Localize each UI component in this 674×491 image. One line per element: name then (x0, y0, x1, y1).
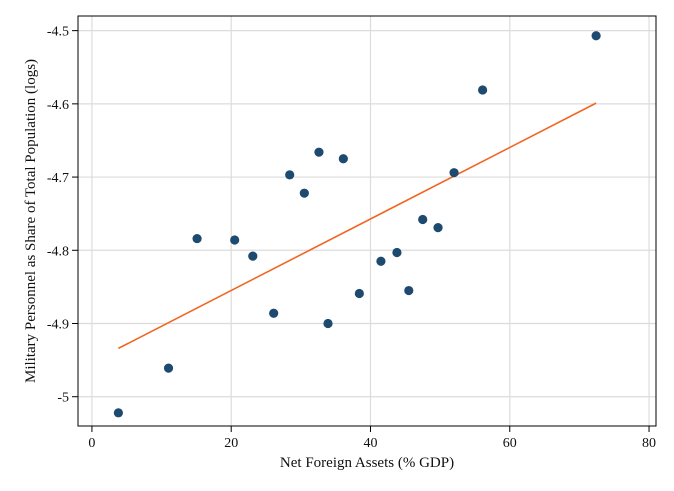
x-tick-label: 0 (88, 436, 95, 451)
data-points (113, 31, 601, 418)
data-point (323, 318, 333, 329)
y-tick-label: -4.6 (47, 98, 69, 113)
data-point (314, 147, 324, 157)
data-point (392, 247, 402, 258)
data-point (449, 168, 459, 178)
data-point (269, 308, 279, 318)
x-tick-label: 60 (503, 436, 517, 451)
y-tick-label: -4.7 (47, 171, 69, 186)
y-tick-label: -4.8 (47, 244, 69, 259)
data-point (285, 170, 295, 180)
data-point (338, 154, 348, 164)
y-axis-title: Military Personnel as Share of Total Pop… (23, 59, 39, 383)
x-tick-label: 80 (642, 436, 656, 451)
x-axis-title: Net Foreign Assets (% GDP) (280, 455, 454, 471)
x-tick-label: 20 (224, 436, 238, 451)
y-tick-label: -4.5 (47, 25, 69, 40)
data-point (433, 222, 443, 233)
data-point (192, 233, 202, 244)
y-tick-label: -5 (57, 391, 69, 406)
y-tick-label: -4.9 (47, 318, 69, 333)
data-point (113, 408, 123, 418)
gridlines (78, 16, 656, 426)
data-point (299, 188, 309, 198)
fitted-line (118, 102, 597, 350)
data-point (163, 363, 174, 373)
plot-frame (77, 15, 657, 427)
data-point (248, 251, 258, 261)
data-point (354, 288, 364, 299)
data-point (230, 235, 240, 245)
fit-line-group (118, 102, 597, 350)
x-axis-ticks: 0 20 40 60 80 (88, 426, 656, 451)
data-point (376, 256, 386, 266)
data-point (478, 85, 488, 95)
data-point (418, 214, 428, 225)
data-point (591, 31, 601, 41)
x-tick-label: 40 (363, 436, 377, 451)
y-axis-ticks: -5 -4.9 -4.8 -4.7 -4.6 -4.5 (47, 25, 78, 406)
data-point (404, 285, 414, 296)
